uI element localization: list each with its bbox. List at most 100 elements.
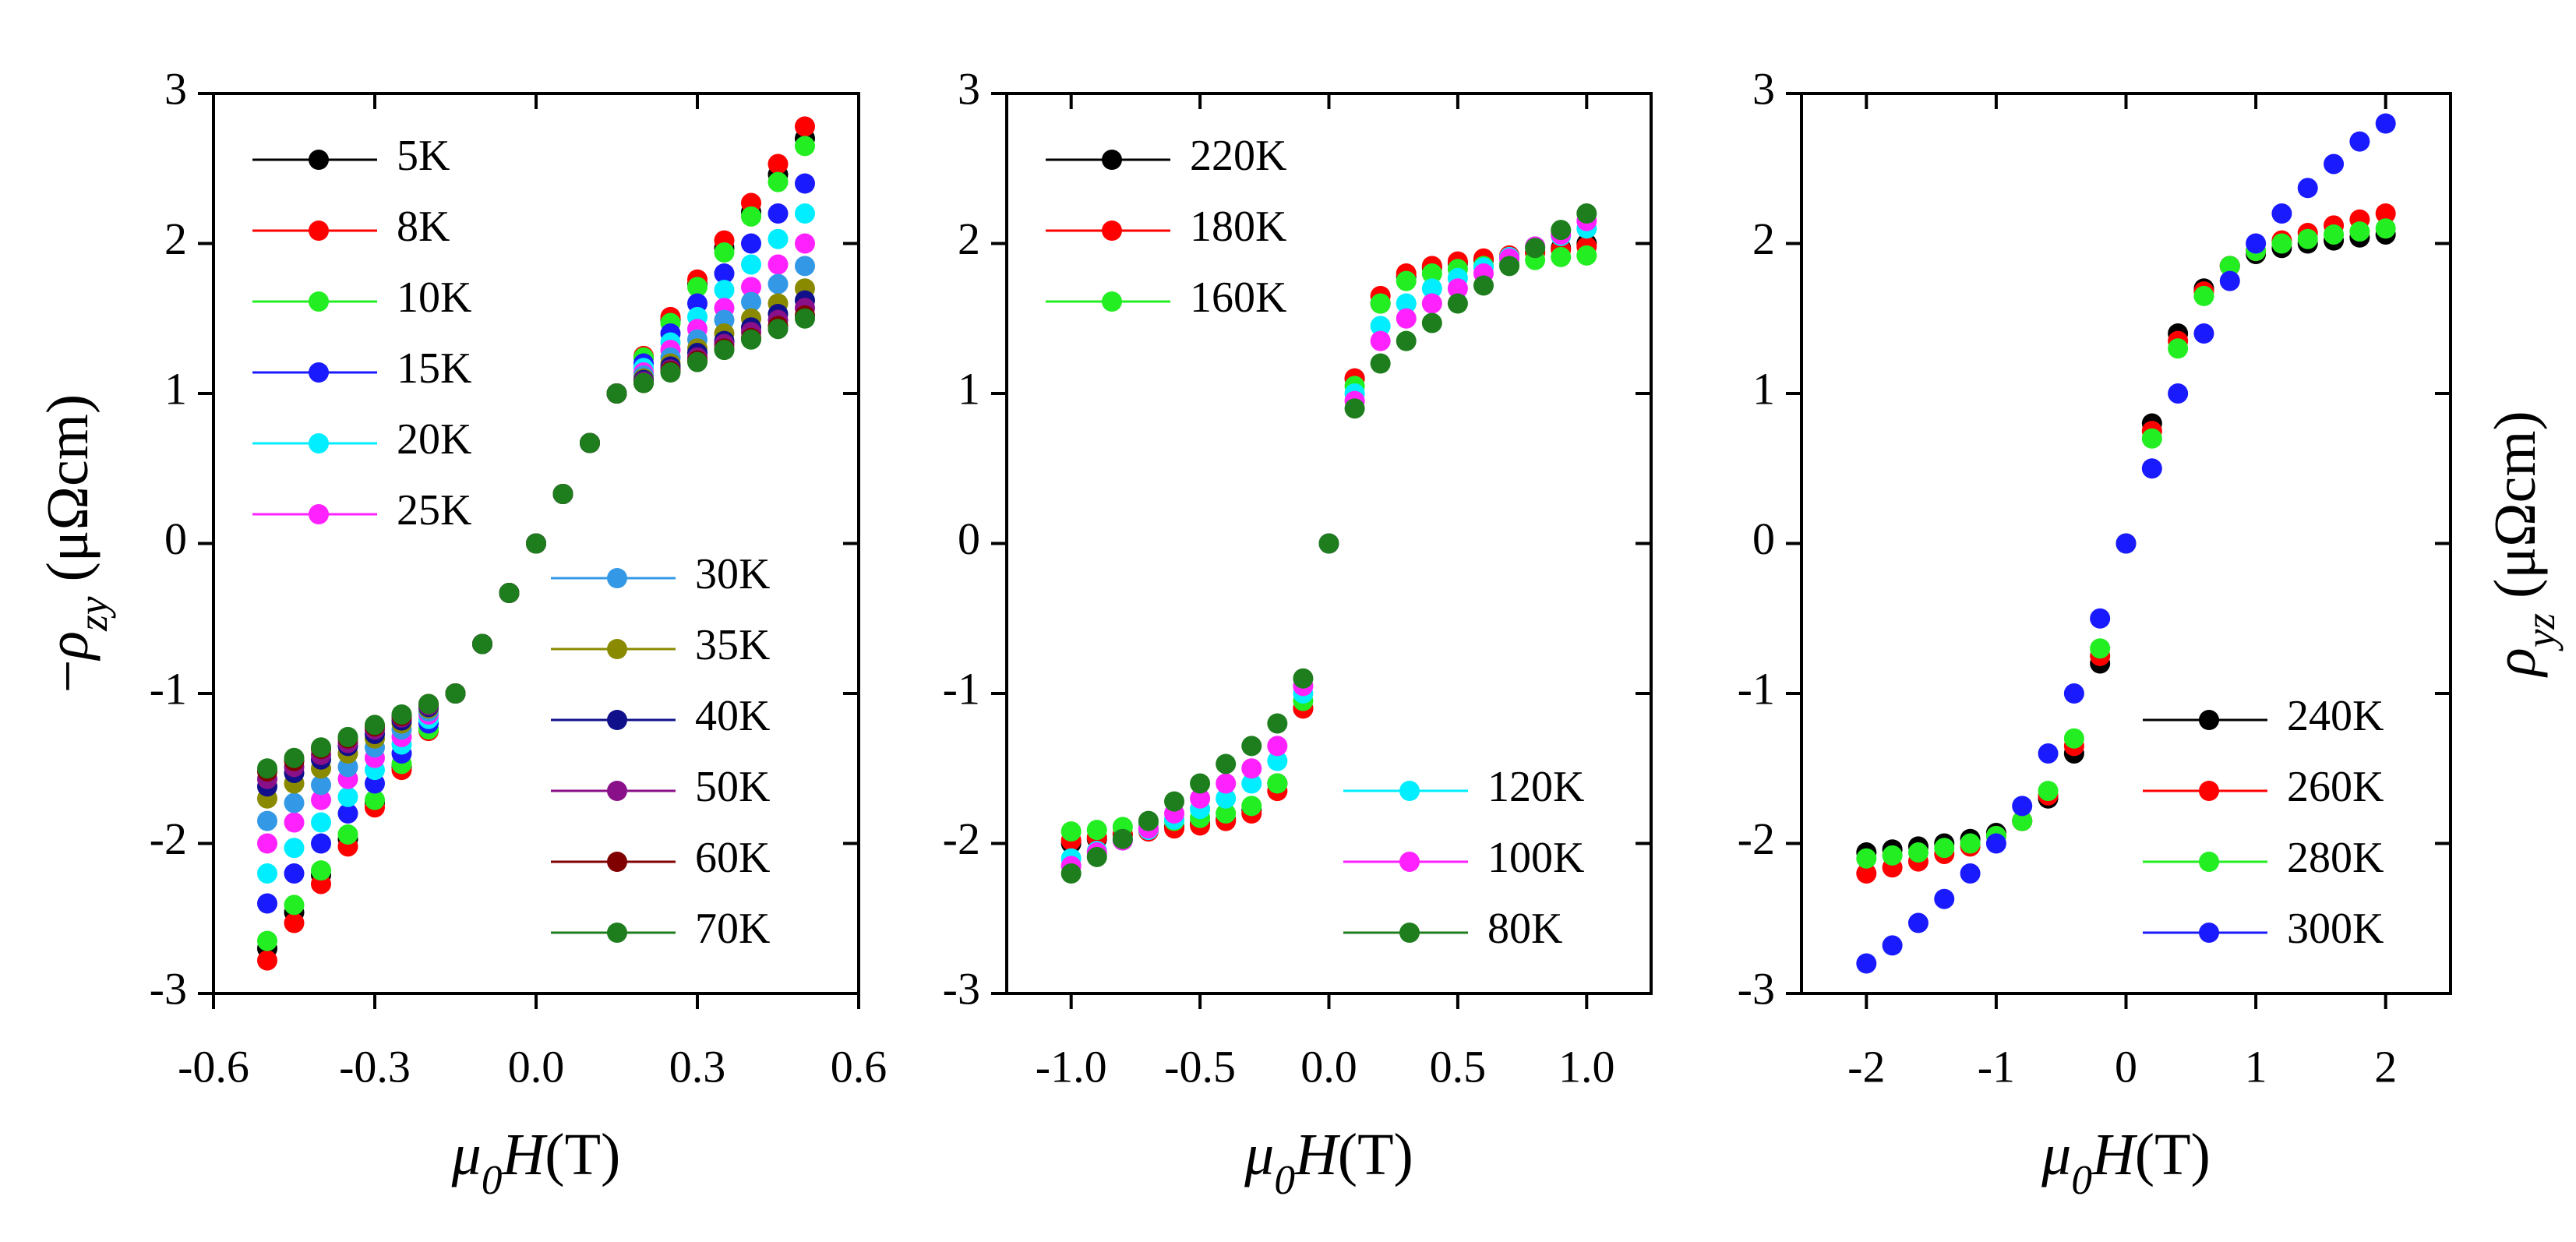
axis-label-part: H [501, 1122, 548, 1187]
data-point [2324, 153, 2345, 175]
data-point [1216, 803, 1237, 824]
data-point [257, 758, 277, 779]
data-point [257, 950, 277, 971]
data-point [1293, 668, 1314, 689]
data-point [1576, 245, 1597, 266]
data-point [1396, 330, 1417, 351]
y-tick-label: -3 [1738, 963, 1775, 1014]
legend-label: 40K [695, 692, 770, 740]
legend-marker [2199, 852, 2219, 872]
data-point [257, 893, 277, 914]
data-point [741, 291, 761, 312]
data-point [714, 242, 735, 263]
data-point [311, 774, 331, 796]
data-point [1396, 308, 1417, 329]
data-point [284, 894, 305, 916]
legend-marker [309, 362, 329, 383]
data-point [714, 280, 735, 301]
y-tick-label: 1 [958, 363, 980, 414]
data-point [1421, 278, 1442, 299]
data-point [1525, 238, 1546, 259]
legend-label: 240K [2287, 692, 2384, 740]
y-tick-label: 3 [958, 63, 980, 114]
data-point [2193, 285, 2214, 306]
y-tick-label: 3 [164, 63, 187, 114]
legend-marker [1102, 221, 1122, 241]
data-point [2271, 203, 2292, 224]
data-point [365, 789, 385, 810]
x-tick-label: 0.5 [1430, 1041, 1487, 1092]
x-tick-label: 0.3 [669, 1041, 726, 1092]
data-point [284, 838, 305, 859]
x-tick-label: 0 [2115, 1041, 2137, 1092]
legend-marker [309, 221, 329, 241]
axis-label-part: μ [1244, 1122, 1274, 1187]
legend-marker [1399, 781, 1420, 801]
data-point [1060, 863, 1082, 884]
data-point [768, 254, 789, 275]
data-point [311, 860, 331, 881]
legend-label: 180K [1190, 203, 1286, 251]
axis-label: μ0H(T) [1244, 1122, 1413, 1202]
data-point [741, 206, 761, 227]
axis-label-part: (T) [1338, 1122, 1413, 1187]
data-point [768, 203, 789, 224]
data-point [795, 233, 815, 254]
x-tick-label: 1.0 [1558, 1041, 1615, 1092]
data-point [1060, 821, 1082, 842]
data-point [337, 726, 358, 747]
data-point [795, 203, 815, 224]
data-point [2375, 218, 2396, 239]
legend-label: 120K [1487, 763, 1584, 811]
data-point [1241, 758, 1262, 779]
data-point [337, 824, 358, 845]
axis-label-part: ρ [2482, 647, 2548, 677]
x-tick-label: 1 [2245, 1041, 2267, 1092]
legend-label: 15K [397, 344, 471, 393]
legend-label: 20K [397, 415, 471, 464]
data-point [257, 833, 277, 854]
axis-label: ρyz (μΩcm) [2482, 411, 2563, 678]
legend-label: 160K [1190, 273, 1286, 322]
data-point [2168, 338, 2189, 359]
data-point [311, 833, 331, 854]
data-point [391, 704, 412, 725]
y-tick-label: 0 [164, 513, 187, 564]
data-point [1216, 753, 1237, 774]
y-tick-label: -3 [943, 963, 980, 1014]
legend-marker [2199, 781, 2219, 801]
data-point [768, 153, 789, 175]
data-point [1447, 293, 1468, 314]
y-tick-label: -1 [150, 663, 187, 714]
data-point [660, 362, 681, 383]
axis-label: μ0H(T) [2041, 1122, 2211, 1202]
axis-label-part: 0 [1274, 1157, 1295, 1203]
legend-label: 30K [695, 550, 770, 598]
data-point [1421, 312, 1442, 333]
y-tick-label: 2 [958, 213, 980, 264]
data-point [445, 683, 466, 704]
axis-label-part: 0 [2071, 1157, 2092, 1203]
data-point [1960, 833, 1981, 854]
legend-marker [2199, 710, 2219, 730]
data-point [2297, 228, 2318, 249]
axis-label-part: − [35, 659, 101, 693]
axis-label-part: (T) [2135, 1122, 2211, 1187]
legend-marker [607, 568, 627, 588]
data-point [1216, 773, 1237, 794]
x-tick-label: -1.0 [1036, 1041, 1107, 1092]
data-point [741, 254, 761, 275]
x-tick-label: 2 [2374, 1041, 2397, 1092]
y-tick-label: 0 [1752, 513, 1775, 564]
data-point [1421, 263, 1442, 284]
x-tick-label: -2 [1847, 1041, 1885, 1092]
y-tick-label: 2 [1752, 213, 1775, 264]
y-tick-label: -2 [1738, 813, 1775, 864]
data-point [1856, 953, 1877, 974]
legend-label: 100K [1487, 834, 1584, 882]
data-point [1882, 845, 1903, 866]
data-point [284, 747, 305, 768]
data-point [2012, 796, 2033, 817]
axis-label-part: (μΩcm) [35, 394, 101, 597]
